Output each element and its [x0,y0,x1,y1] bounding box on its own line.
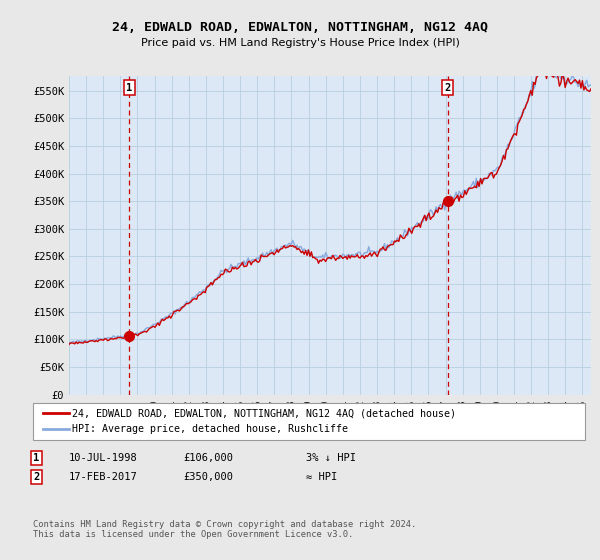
Text: ≈ HPI: ≈ HPI [306,472,337,482]
Text: 17-FEB-2017: 17-FEB-2017 [69,472,138,482]
Text: 1: 1 [126,83,133,92]
Text: £350,000: £350,000 [183,472,233,482]
Text: HPI: Average price, detached house, Rushcliffe: HPI: Average price, detached house, Rush… [72,424,348,435]
Text: 10-JUL-1998: 10-JUL-1998 [69,453,138,463]
Text: Contains HM Land Registry data © Crown copyright and database right 2024.
This d: Contains HM Land Registry data © Crown c… [33,520,416,539]
Text: 2: 2 [445,83,451,92]
Text: 24, EDWALD ROAD, EDWALTON, NOTTINGHAM, NG12 4AQ (detached house): 24, EDWALD ROAD, EDWALTON, NOTTINGHAM, N… [72,408,456,418]
Text: 2: 2 [33,472,39,482]
Text: 3% ↓ HPI: 3% ↓ HPI [306,453,356,463]
Text: 1: 1 [33,453,39,463]
Text: 24, EDWALD ROAD, EDWALTON, NOTTINGHAM, NG12 4AQ: 24, EDWALD ROAD, EDWALTON, NOTTINGHAM, N… [112,21,488,34]
Text: £106,000: £106,000 [183,453,233,463]
Text: Price paid vs. HM Land Registry's House Price Index (HPI): Price paid vs. HM Land Registry's House … [140,38,460,48]
